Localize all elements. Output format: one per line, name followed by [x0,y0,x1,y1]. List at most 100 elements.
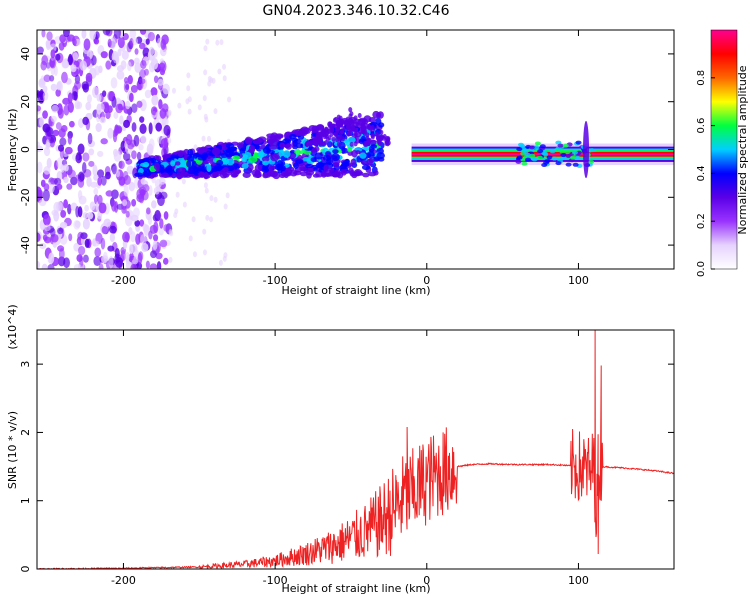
spectrogram-y-tick-label: 20 [19,95,32,109]
snr-x-tick-label: 100 [568,574,589,587]
spectrogram-cell [325,136,330,142]
spectrogram-cell [131,199,137,207]
spectrogram-cell [85,101,92,111]
snr-plot-area [37,330,674,569]
spectrogram-cell [85,72,93,83]
spectrogram-cell [175,172,184,179]
spectrogram-cell [116,70,125,80]
spectrogram-x-tick-label: 0 [423,274,430,287]
spectrogram-cell [129,244,134,255]
spectrogram-cell [118,160,125,170]
spectrogram-x-tick-label: 100 [568,274,589,287]
spectrogram-cell [565,162,572,167]
spectrogram-cell [222,75,227,82]
snr-x-tick-label: -100 [263,574,288,587]
spectrogram-cell [341,125,346,131]
spectrogram-cell [333,161,340,168]
spectrogram-cell [136,100,143,108]
spectrogram-cell [97,176,102,186]
spectrogram-cell [209,195,214,202]
colorbar-tick-label: 0.2 [696,213,707,229]
snr-y-label: SNR (10 * v/v) [6,411,19,489]
spectrogram-cell [350,124,355,130]
spectrogram-cell [61,71,68,84]
spectrogram-cell [45,139,50,151]
spectrogram-cell [108,255,114,268]
spectrogram-cell [336,124,341,130]
spectrogram-cell [117,103,123,111]
spectrogram-cell [138,143,144,151]
spectrogram-cell [377,122,385,128]
spectrogram-cell [134,48,139,55]
spectrogram-cell [295,159,304,164]
spectrogram-cell [560,153,567,158]
snr-x-tick-label: 0 [423,574,430,587]
spectrogram-cell [98,103,105,112]
spectrogram-cell [288,133,297,140]
spectrogram-cell [347,146,353,153]
spectrogram-cell [139,116,145,123]
spectrogram-cell [103,251,108,262]
spectrogram-cell [364,119,369,125]
spectrogram-cell [209,77,214,84]
spectrogram-cell [80,232,88,240]
spectrogram-cell [109,225,117,234]
spectrogram-cell [314,152,323,160]
spectrogram-cell [349,111,354,117]
spectrogram-cell [340,136,345,142]
spectrogram-cell [370,127,375,133]
spectrogram-cell [213,108,218,115]
spectrogram-cell [139,30,147,35]
spectrogram-cell [150,87,158,97]
spectrogram-cell [173,212,178,219]
spectrogram-cell [57,144,65,152]
spectrogram-cell [103,103,110,114]
spectrogram-cell [41,30,46,38]
spectrogram-cell [97,211,103,220]
spectrogram-cell [135,233,141,245]
spectrogram-cell [42,91,49,101]
spectrogram-cell [142,170,152,177]
spectrogram-cell [203,182,208,189]
spectrogram-cell [110,77,118,89]
spectrogram-cell [39,116,45,128]
spectrogram-cell [559,149,566,154]
spectrogram-cell [588,159,595,164]
spectrogram-cell [102,90,107,98]
spectrogram-cell [123,184,129,197]
spectrogram-cell [516,155,523,160]
spectrogram-cell [370,134,375,140]
spectrogram-cell [537,149,544,154]
spectrogram-cell [225,192,230,199]
spectrogram-cell [161,172,169,178]
spectrogram-cell [86,212,94,220]
spectrogram-cell [139,123,147,135]
spectrogram-cell [588,148,595,153]
spectrogram-cell [193,166,200,172]
spectrogram-cell [92,164,98,177]
spectrogram-cell [346,131,351,137]
spectrogram-cell [43,166,51,175]
spectrogram-cell [84,204,89,212]
spectrogram-cell [202,95,207,102]
spectrogram-cell [542,152,549,157]
spectrogram-cell [529,153,536,158]
spectrogram-cell [53,177,62,186]
spectrogram-cell [97,194,103,205]
spectrogram-cell [142,161,150,168]
spectrogram-cell [164,167,173,173]
spectrogram-cell [107,245,115,252]
spectrogram-cell [274,134,284,139]
colorbar-gradient [710,29,738,270]
spectrogram-cell [94,247,102,258]
spectrogram-cell [232,155,241,161]
spectrogram-cell [353,115,358,121]
spectrogram-cell [77,190,83,200]
spectrogram-cell [119,115,124,125]
spectrogram-cell [131,122,137,132]
spectrogram-cell [159,177,166,185]
spectrogram-cell [57,108,64,119]
spectrogram-cell [149,263,158,269]
spectrogram-cell [95,110,101,123]
